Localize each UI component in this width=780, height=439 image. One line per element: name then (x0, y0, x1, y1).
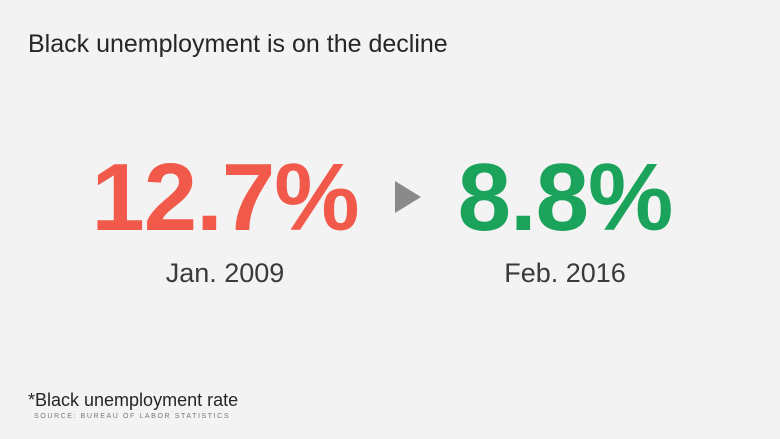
footnote: *Black unemployment rate (28, 390, 239, 410)
stat: 12.7% Jan. 2009 (60, 150, 390, 289)
stat-value: 12.7% (91, 144, 359, 251)
stat: 8.8% Feb. 2016 (400, 150, 730, 289)
title: Black unemployment is on the decline (28, 30, 448, 58)
stat-date: Feb. 2016 (504, 258, 626, 288)
source: SOURCE: BUREAU OF LABOR STATISTICS (34, 413, 231, 420)
stat-value: 8.8% (457, 144, 674, 251)
arrow (395, 181, 421, 213)
stat-date: Jan. 2009 (165, 258, 285, 288)
